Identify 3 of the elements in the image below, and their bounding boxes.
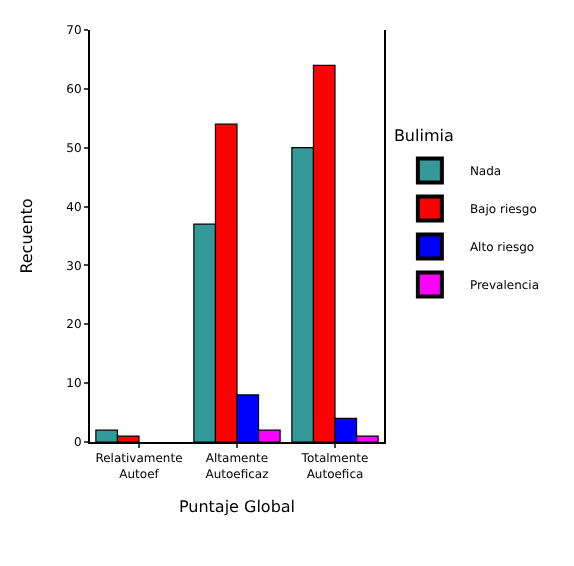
x-axis-title: Puntaje Global	[178, 498, 296, 517]
legend-title: Bulimia	[393, 127, 454, 146]
y-axis-title: Recuento	[17, 198, 36, 274]
